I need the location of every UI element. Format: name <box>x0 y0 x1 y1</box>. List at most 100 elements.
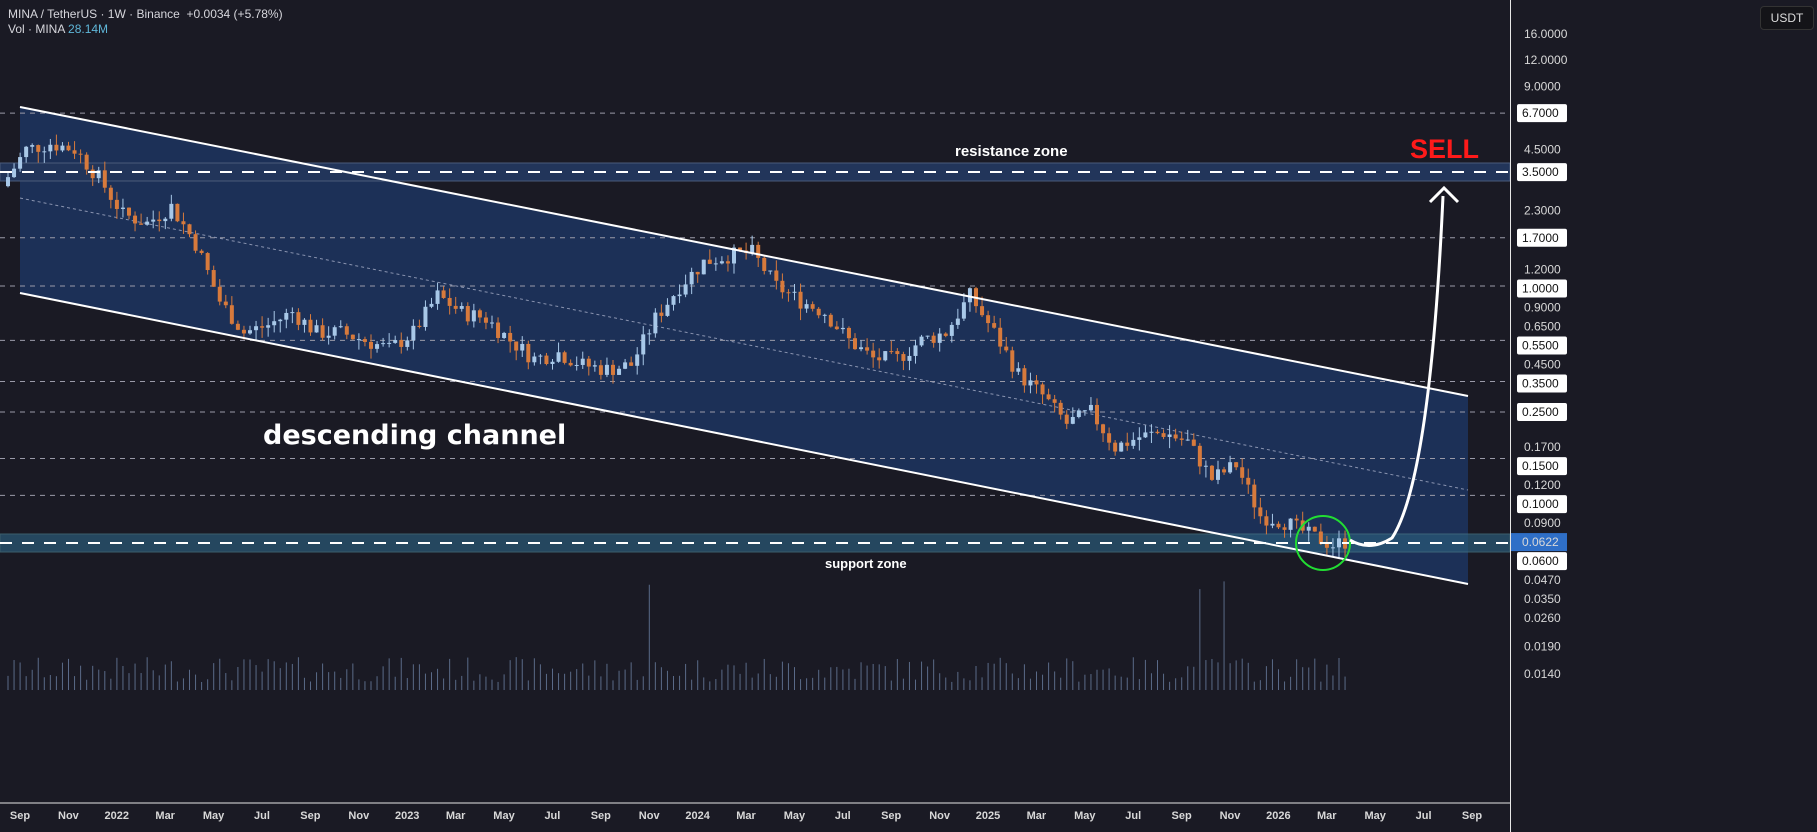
time-tick: Jul <box>835 810 851 822</box>
time-tick: Nov <box>58 810 80 822</box>
channel-label: descending channel <box>263 420 566 451</box>
candle-body <box>635 354 640 366</box>
candle-body <box>508 332 513 342</box>
candle-body <box>399 340 404 347</box>
candle-body <box>459 306 464 309</box>
candle-body <box>1004 346 1009 351</box>
candle-body <box>102 170 107 188</box>
candle-body <box>611 364 615 375</box>
candle-body <box>804 304 809 309</box>
time-tick: Nov <box>1220 810 1242 822</box>
price-level-label: 0.3500 <box>1522 376 1559 390</box>
arrow-head-icon <box>1428 185 1460 204</box>
candle-body <box>157 219 162 222</box>
candle-body <box>846 327 851 339</box>
price-tick: 0.0190 <box>1524 639 1561 653</box>
candle-body <box>1040 384 1045 395</box>
candle-body <box>598 365 603 375</box>
candle-body <box>1028 380 1033 386</box>
time-tick: May <box>784 810 806 822</box>
time-tick: Mar <box>1317 810 1337 822</box>
candle-body <box>919 336 924 346</box>
candle-body <box>344 326 349 335</box>
time-tick: Mar <box>1027 810 1047 822</box>
candle-body <box>6 177 10 187</box>
candle-body <box>617 368 622 375</box>
candle-body <box>248 330 252 334</box>
candle-body <box>822 314 827 316</box>
sell-label: SELL <box>1410 134 1479 164</box>
candle-body <box>387 342 392 344</box>
time-tick: May <box>493 810 515 822</box>
last-price-label: 0.0622 <box>1522 535 1559 549</box>
candle-body <box>1216 469 1220 480</box>
candle-body <box>127 207 131 216</box>
candle-body <box>308 319 313 333</box>
candle-body <box>1167 434 1172 437</box>
currency-button[interactable]: USDT <box>1760 6 1814 30</box>
candle-body <box>1276 523 1281 528</box>
candle-body <box>1082 410 1087 412</box>
time-tick: Sep <box>1172 810 1192 822</box>
last-price-box <box>1511 533 1567 552</box>
candle-body <box>429 303 434 307</box>
candle-body <box>840 327 845 330</box>
candle-body <box>24 146 29 158</box>
candle-body <box>792 291 797 293</box>
candle-body <box>1197 445 1202 467</box>
candle-body <box>193 234 198 251</box>
channel-fill <box>20 107 1468 584</box>
candle-body <box>1161 433 1166 437</box>
candle-body <box>750 244 755 253</box>
candle-body <box>1306 526 1311 531</box>
candle-body <box>381 343 386 345</box>
price-axis[interactable] <box>1510 0 1817 832</box>
time-tick: Jul <box>1125 810 1141 822</box>
candle-body <box>1294 518 1299 521</box>
candle-body <box>30 145 35 147</box>
candle-body <box>120 207 125 209</box>
candle-body <box>1119 442 1124 452</box>
candle-body <box>913 345 918 356</box>
channel-upper-line <box>19 106 1469 397</box>
candle-body <box>1010 350 1015 372</box>
candle-body <box>1076 410 1081 418</box>
candle-body <box>114 199 119 209</box>
candle-body <box>532 356 537 363</box>
price-tick: 0.6500 <box>1524 319 1561 333</box>
candle-body <box>375 344 380 349</box>
time-tick: 2025 <box>976 810 1000 822</box>
candle-body <box>1240 467 1245 478</box>
candle-body <box>229 305 234 324</box>
channel-lower-line <box>19 292 1469 585</box>
price-level-label: 1.7000 <box>1522 231 1559 245</box>
candle-body <box>659 312 664 316</box>
candle-body <box>713 263 718 265</box>
price-tick: 9.0000 <box>1524 79 1561 93</box>
candle-body <box>683 284 688 295</box>
candle-body <box>1155 431 1160 434</box>
candle-body <box>302 319 307 325</box>
candle-body <box>284 312 289 320</box>
candle-body <box>187 224 192 235</box>
candle-body <box>556 352 561 362</box>
candle-body <box>943 333 948 336</box>
candle-body <box>1149 431 1154 433</box>
price-tick: 12.0000 <box>1524 53 1568 67</box>
candle-body <box>496 322 501 338</box>
candle-body <box>356 339 361 341</box>
candle-body <box>181 221 186 225</box>
candle-body <box>798 291 803 309</box>
candle-body <box>314 325 319 333</box>
candle-body <box>756 244 761 258</box>
price-change: +0.0034 (+5.78%) <box>186 7 283 21</box>
candle-body <box>78 153 83 155</box>
candle-body <box>1173 434 1178 439</box>
candle-body <box>859 347 864 350</box>
price-level-box <box>1517 374 1567 393</box>
candle-body <box>411 325 416 341</box>
time-tick: Jul <box>544 810 560 822</box>
candle-body <box>163 218 168 222</box>
